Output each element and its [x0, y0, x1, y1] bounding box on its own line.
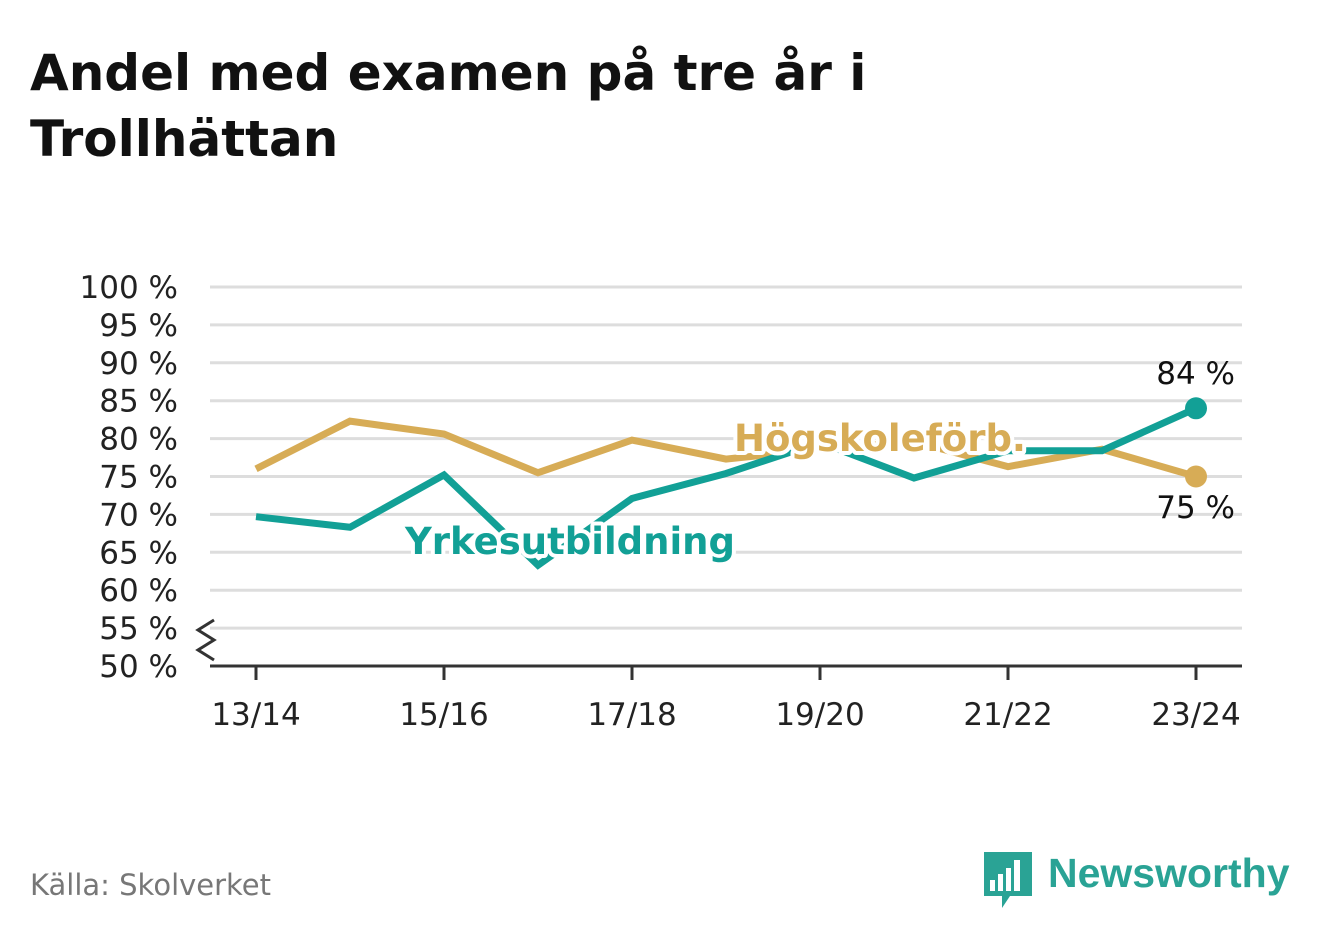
- y-tick-label: 75 %: [99, 460, 178, 496]
- y-axis-ticks: 50 %55 %60 %65 %70 %75 %80 %85 %90 %95 %…: [80, 270, 178, 685]
- series-label: Högskoleförb.: [734, 417, 1026, 460]
- y-tick-label: 60 %: [99, 573, 178, 609]
- series-label: Yrkesutbildning: [404, 520, 735, 563]
- x-tick-label: 13/14: [211, 697, 300, 733]
- series-line: [255, 405, 1198, 570]
- y-tick-label: 50 %: [99, 649, 178, 685]
- x-tick-label: 17/18: [587, 697, 676, 733]
- y-tick-label: 90 %: [99, 346, 178, 382]
- gridlines: [210, 285, 1242, 630]
- chart-title: Andel med examen på tre år i Trollhättan: [30, 44, 867, 168]
- y-tick-label: 80 %: [99, 422, 178, 458]
- end-point: [1185, 465, 1207, 488]
- y-tick-label: 100 %: [80, 270, 178, 306]
- axis-break-icon: [195, 618, 217, 662]
- data-label: 84 %: [1156, 356, 1235, 392]
- x-tick-label: 15/16: [399, 697, 488, 733]
- data-label: 75 %: [1156, 490, 1235, 526]
- y-tick-label: 85 %: [99, 384, 178, 420]
- y-tick-label: 65 %: [99, 535, 178, 571]
- x-axis: 13/14 15/16 17/18 19/20 21/22 23/24: [195, 618, 1242, 733]
- newsworthy-logo: Newsworthy: [980, 848, 1300, 912]
- series-line: [254, 417, 1197, 480]
- series-labels: Högskoleförb. Yrkesutbildning 84 % 75 %: [400, 356, 1235, 567]
- x-tick-label: 19/20: [775, 697, 864, 733]
- source-note: Källa: Skolverket: [30, 868, 272, 902]
- x-tick-label: 21/22: [963, 697, 1052, 733]
- y-tick-label: 95 %: [99, 308, 178, 344]
- x-tick-label: 23/24: [1151, 697, 1240, 733]
- bar-chart-icon: [984, 852, 1032, 908]
- y-tick-label: 70 %: [99, 497, 178, 533]
- series-lines: [254, 397, 1207, 570]
- end-point: [1185, 397, 1207, 420]
- y-tick-label: 55 %: [99, 611, 178, 647]
- brand-name: Newsworthy: [1048, 850, 1290, 896]
